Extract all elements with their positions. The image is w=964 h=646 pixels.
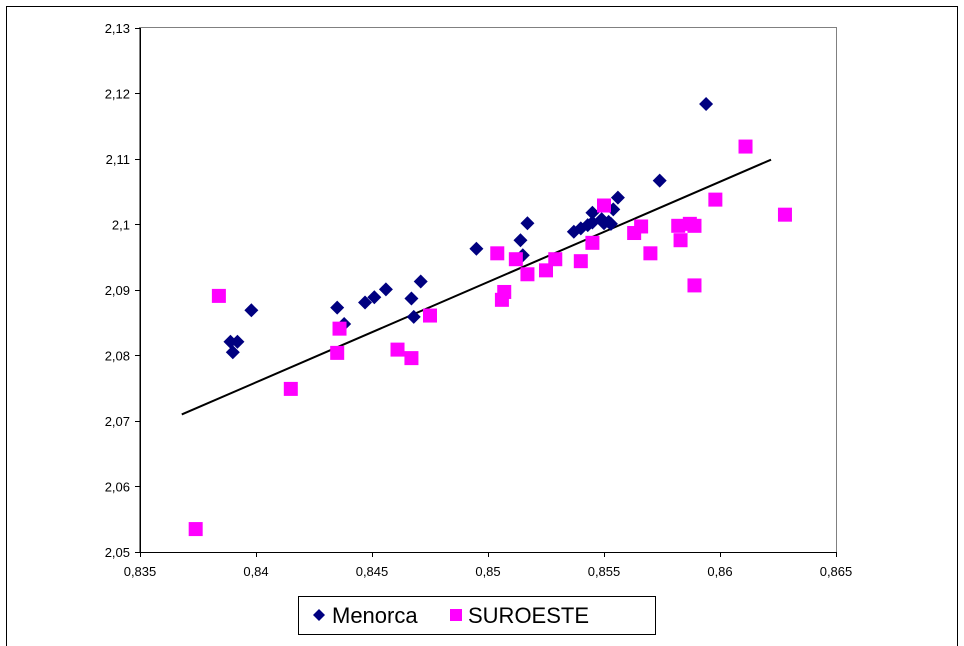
x-axis: 0,835 0,84 0,845 0,85 0,855 0,86 0,865	[124, 552, 853, 579]
data-point-suroeste	[423, 308, 437, 323]
legend-marker-menorca	[313, 609, 325, 621]
data-point-suroeste	[490, 246, 505, 261]
data-point-menorca	[404, 291, 419, 306]
data-point-suroeste	[687, 278, 702, 293]
data-point-menorca	[520, 216, 535, 231]
y-tick-label: 2,12	[105, 87, 130, 102]
data-point-suroeste	[738, 139, 753, 154]
data-point-suroeste	[330, 345, 345, 360]
data-point-suroeste	[390, 342, 405, 357]
data-point-menorca	[610, 190, 625, 205]
series-layer	[188, 96, 792, 537]
x-tick-label: 0,855	[588, 564, 621, 579]
data-point-menorca	[330, 300, 345, 315]
data-point-menorca	[699, 96, 714, 111]
data-point-suroeste	[671, 218, 686, 233]
y-tick-label: 2,13	[105, 21, 130, 36]
y-tick-label: 2,06	[105, 480, 130, 495]
data-point-menorca	[585, 205, 600, 220]
data-point-menorca	[378, 282, 393, 297]
data-point-menorca	[652, 173, 667, 188]
plot-area	[139, 27, 837, 553]
data-point-menorca	[406, 309, 421, 324]
y-tick-label: 2,1	[112, 218, 130, 233]
data-point-suroeste	[643, 246, 658, 261]
data-point-suroeste	[539, 263, 553, 278]
data-point-suroeste	[573, 254, 588, 269]
data-point-suroeste	[497, 284, 512, 299]
data-point-suroeste	[404, 351, 419, 366]
data-point-suroeste	[597, 198, 611, 213]
data-point-suroeste	[548, 252, 563, 267]
data-point-suroeste	[283, 381, 298, 396]
y-tick-label: 2,11	[106, 152, 130, 167]
legend-label-suroeste: SUROESTE	[468, 603, 589, 628]
data-point-menorca	[244, 303, 259, 318]
data-point-suroeste	[673, 233, 688, 248]
data-point-suroeste	[211, 288, 226, 303]
y-tick-label: 2,08	[105, 349, 130, 364]
data-point-menorca	[413, 274, 428, 289]
data-point-suroeste	[508, 252, 523, 267]
data-point-suroeste	[520, 267, 535, 282]
legend-marker-suroeste	[450, 609, 462, 621]
legend-label-menorca: Menorca	[332, 603, 418, 628]
data-point-suroeste	[585, 235, 600, 250]
x-tick-label: 0,865	[820, 564, 853, 579]
trendline-layer	[181, 158, 772, 416]
x-tick-label: 0,845	[356, 564, 389, 579]
data-point-suroeste	[634, 219, 649, 234]
x-tick-label: 0,86	[707, 564, 732, 579]
data-point-suroeste	[777, 207, 792, 222]
data-point-suroeste	[188, 522, 203, 537]
y-tick-label: 2,05	[105, 545, 130, 560]
data-point-menorca	[225, 345, 240, 360]
data-point-menorca	[367, 290, 382, 305]
data-point-suroeste	[708, 192, 723, 207]
data-point-menorca	[230, 334, 245, 349]
data-point-menorca	[358, 295, 373, 310]
data-point-menorca	[469, 241, 484, 256]
trendline	[181, 158, 772, 416]
series-suroeste	[188, 139, 792, 537]
x-tick-label: 0,85	[475, 564, 500, 579]
y-tick-label: 2,09	[105, 283, 130, 298]
data-point-suroeste	[332, 321, 347, 336]
x-tick-label: 0,835	[124, 564, 157, 579]
data-point-menorca	[603, 216, 618, 231]
data-point-menorca	[513, 233, 528, 248]
data-point-suroeste	[687, 218, 702, 233]
series-menorca	[223, 96, 714, 360]
x-tick-label: 0,84	[243, 564, 268, 579]
y-axis: 2,05 2,06 2,07 2,08 2,09 2,1 2,11 2,12 2,13	[105, 21, 141, 560]
legend-box	[298, 596, 656, 635]
legend: Menorca SUROESTE	[298, 596, 656, 635]
y-tick-label: 2,07	[105, 414, 130, 429]
